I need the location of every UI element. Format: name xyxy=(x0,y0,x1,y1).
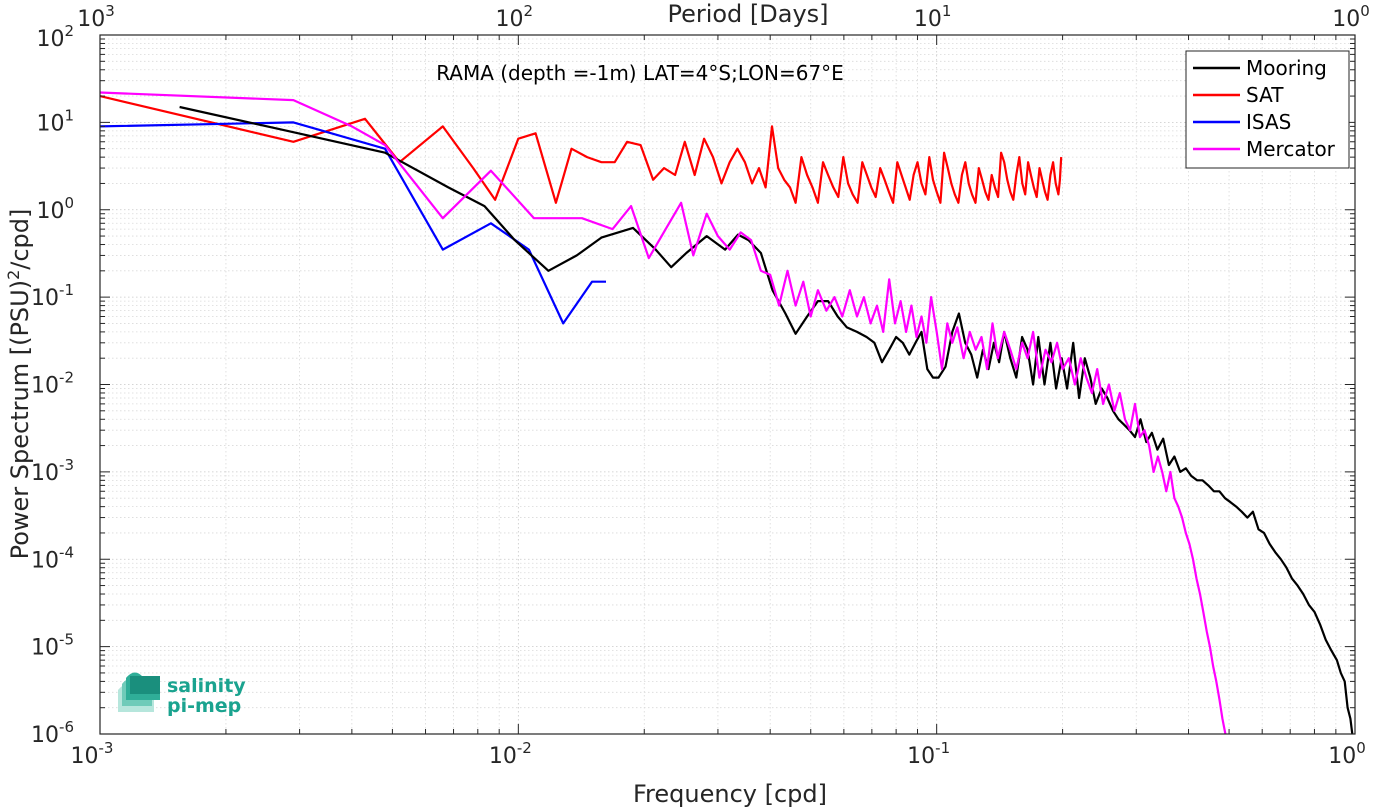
y-tick-label-exp: -2 xyxy=(59,369,74,387)
series-line-sat xyxy=(99,95,1063,204)
top-tick-label-base: 10 xyxy=(496,7,524,32)
top-tick-label-exp: 0 xyxy=(1360,2,1370,20)
y-tick-label-exp: 1 xyxy=(64,106,74,124)
x-tick-label: 10-2 xyxy=(489,739,532,769)
top-tick-label: 100 xyxy=(1332,2,1370,32)
y-tick-label-exp: -5 xyxy=(59,631,74,649)
y-tick-label-base: 10 xyxy=(36,111,64,136)
y-tick-label-exp: -3 xyxy=(59,456,74,474)
x-tick-labels: 10-3 10-2 10-1 100 xyxy=(71,739,1366,769)
y-axis-title-tail: /cpd] xyxy=(6,209,34,270)
series-layer xyxy=(99,91,1354,735)
legend-label-mercator: Mercator xyxy=(1246,137,1336,161)
top-tick-label-exp: 1 xyxy=(942,2,952,20)
y-tick-label-base: 10 xyxy=(31,636,59,661)
y-tick-label-base: 10 xyxy=(31,548,59,573)
chart-annotation: RAMA (depth =-1m) LAT=4°S;LON=67°E xyxy=(436,61,844,85)
y-tick-label-exp: -6 xyxy=(59,718,74,736)
y-tick-label: 10-3 xyxy=(31,456,74,486)
top-tick-label: 103 xyxy=(77,2,115,32)
top-tick-label-base: 10 xyxy=(1332,7,1360,32)
x-tick-label: 100 xyxy=(1328,739,1366,769)
y-tick-label: 10-1 xyxy=(31,281,74,311)
y-tick-label: 10-5 xyxy=(31,631,74,661)
x-tick-label-base: 10 xyxy=(71,744,99,769)
x-tick-label-exp: -3 xyxy=(99,739,114,757)
y-tick-label-exp: -1 xyxy=(59,281,74,299)
x-tick-label-exp: -2 xyxy=(517,739,532,757)
y-axis-title-sup: 2 xyxy=(4,270,23,280)
x-tick-label: 10-3 xyxy=(71,739,114,769)
y-tick-label: 101 xyxy=(36,106,74,136)
y-tick-label-exp: 2 xyxy=(64,22,74,40)
top-tick-label-exp: 3 xyxy=(105,2,115,20)
top-tick-label: 102 xyxy=(496,2,534,32)
top-tick-label-base: 10 xyxy=(77,7,105,32)
x-tick-label: 10-1 xyxy=(907,739,950,769)
y-tick-label-base: 10 xyxy=(31,374,59,399)
salinity-pi-mep-logo: salinity pi-mep xyxy=(118,672,246,717)
x-tick-label-exp: -1 xyxy=(935,739,950,757)
minor-gridlines xyxy=(100,35,1355,734)
y-axis-title-main: Power Spectrum [(PSU) xyxy=(6,280,34,559)
legend-items: Mooring SAT ISAS Mercator xyxy=(1193,56,1336,161)
y-tick-label-base: 10 xyxy=(36,199,64,224)
logo-line2: pi-mep xyxy=(167,695,241,717)
legend-label-sat: SAT xyxy=(1246,83,1284,107)
series-line-mooring xyxy=(179,105,1354,735)
top-axis-title: Period [Days] xyxy=(667,0,828,28)
series-line-mercator xyxy=(99,91,1227,735)
x-axis-title: Frequency [cpd] xyxy=(633,780,827,808)
tick-marks xyxy=(99,34,1356,735)
logo-waves-icon xyxy=(118,672,160,712)
top-tick-label-base: 10 xyxy=(914,7,942,32)
y-tick-label: 100 xyxy=(36,194,74,224)
x-tick-label-base: 10 xyxy=(489,744,517,769)
y-tick-label-base: 10 xyxy=(31,286,59,311)
legend-label-isas: ISAS xyxy=(1246,110,1291,134)
y-tick-label: 10-6 xyxy=(31,718,74,748)
y-tick-label-base: 10 xyxy=(36,27,64,52)
x-tick-label-exp: 0 xyxy=(1356,739,1366,757)
y-tick-label: 10-2 xyxy=(31,369,74,399)
y-tick-label-base: 10 xyxy=(31,461,59,486)
y-tick-label-exp: -4 xyxy=(59,543,74,561)
x-tick-label-base: 10 xyxy=(907,744,935,769)
top-tick-label: 101 xyxy=(914,2,952,32)
y-tick-label: 102 xyxy=(36,22,74,52)
y-tick-label: 10-4 xyxy=(31,543,74,573)
top-tick-labels: 103 102 101 100 xyxy=(77,2,1370,32)
logo-line1: salinity xyxy=(167,675,246,697)
x-tick-label-base: 10 xyxy=(1328,744,1356,769)
y-axis-title: Power Spectrum [(PSU)2/cpd] xyxy=(4,209,34,560)
legend-label-mooring: Mooring xyxy=(1246,56,1327,80)
series-line-isas xyxy=(99,121,606,325)
legend: Mooring SAT ISAS Mercator xyxy=(1185,50,1350,169)
y-tick-label-exp: 0 xyxy=(64,194,74,212)
y-tick-label-base: 10 xyxy=(31,723,59,748)
top-tick-label-exp: 2 xyxy=(524,2,534,20)
